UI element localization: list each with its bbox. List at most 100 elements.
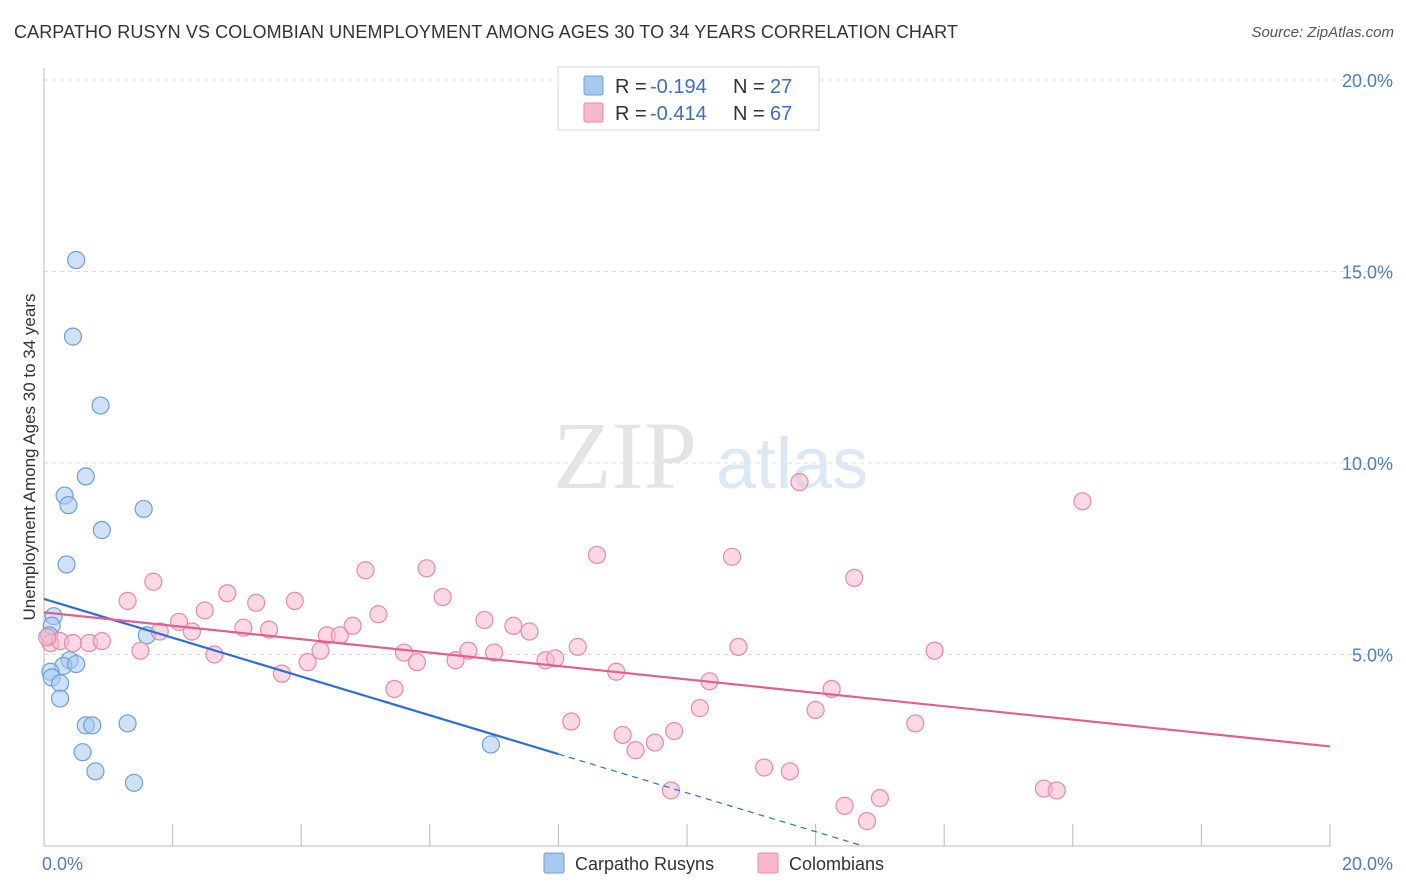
axes [43, 68, 1331, 847]
point-colombians-20 [311, 641, 330, 660]
gridlines [44, 79, 1394, 655]
point-colombians-7 [144, 572, 163, 591]
point-colombians-63 [1073, 492, 1092, 511]
point-carpatho-8 [57, 555, 76, 574]
point-colombians-36 [520, 622, 539, 641]
point-carpatho-19 [50, 689, 70, 708]
point-colombians-58 [845, 568, 864, 588]
point-carpatho-1 [63, 327, 83, 346]
legend-n-value-carpatho: 27 [770, 76, 792, 98]
point-colombians-62 [925, 641, 944, 660]
legend-swatch-carpatho [583, 75, 604, 96]
point-colombians-38 [546, 649, 565, 668]
point-colombians-34 [485, 643, 504, 662]
y-tick-label-2: 15.0% [1342, 263, 1393, 283]
series-legend-swatch-colombians [757, 852, 779, 874]
legend-n-label-colombians: N = [733, 103, 765, 125]
legend-swatch-colombians [583, 102, 604, 123]
legend-r-value-carpatho: -0.194 [650, 76, 707, 98]
point-colombians-59 [857, 812, 877, 831]
series-legend-swatch-carpatho [543, 852, 565, 874]
point-colombians-48 [690, 699, 709, 718]
point-colombians-24 [356, 561, 375, 580]
point-carpatho-5 [59, 496, 78, 515]
point-colombians-66 [38, 628, 57, 647]
point-carpatho-18 [50, 674, 70, 693]
point-colombians-54 [790, 473, 809, 492]
series-legend-label-colombians: Colombians [789, 854, 884, 874]
point-colombians-65 [1047, 781, 1066, 800]
point-colombians-13 [218, 584, 237, 603]
point-colombians-53 [780, 762, 799, 781]
point-colombians-45 [645, 733, 664, 752]
point-carpatho-2 [91, 396, 110, 415]
point-colombians-55 [806, 700, 825, 720]
point-colombians-11 [195, 601, 214, 620]
point-colombians-15 [247, 593, 266, 612]
point-colombians-27 [394, 643, 414, 662]
x-tick-labels: 0.0% 20.0% [42, 854, 1393, 874]
point-carpatho-24 [86, 762, 105, 781]
point-carpatho-23 [73, 743, 92, 762]
trend-line-colombians [43, 611, 1331, 748]
point-colombians-4 [92, 631, 111, 651]
x-tick-label-0: 0.0% [42, 854, 83, 874]
point-colombians-26 [385, 679, 404, 699]
point-colombians-10 [182, 622, 201, 641]
series-legend-label-carpatho: Carpatho Rusyns [575, 854, 714, 874]
y-tick-label-1: 10.0% [1342, 454, 1393, 474]
y-tick-label-0: 5.0% [1352, 646, 1393, 666]
stats-legend: R = -0.194 N = 27 R = -0.414 N = 67 [557, 66, 820, 131]
point-carpatho-6 [92, 520, 111, 540]
point-colombians-17 [272, 664, 292, 683]
legend-n-value-colombians: 67 [770, 103, 792, 125]
point-colombians-35 [504, 616, 523, 635]
point-colombians-33 [475, 610, 494, 630]
watermark: ZIP atlas [553, 402, 868, 509]
point-colombians-12 [205, 645, 224, 664]
data-points [38, 250, 1092, 831]
point-carpatho-25 [124, 773, 144, 792]
watermark-atlas: atlas [716, 424, 868, 504]
x-tick-label-1: 20.0% [1342, 854, 1393, 874]
point-carpatho-7 [134, 499, 153, 519]
point-colombians-28 [407, 653, 427, 672]
y-tick-labels: 5.0% 10.0% 15.0% 20.0% [1342, 71, 1393, 666]
point-colombians-50 [722, 547, 742, 566]
point-colombians-29 [417, 559, 436, 578]
legend-r-label-colombians: R = [615, 103, 647, 125]
point-carpatho-15 [67, 654, 86, 674]
point-colombians-43 [613, 725, 632, 745]
watermark-zip: ZIP [553, 402, 697, 509]
point-colombians-46 [661, 781, 681, 800]
point-colombians-52 [755, 758, 774, 777]
y-axis-label: Unemployment Among Ages 30 to 34 years [20, 294, 39, 621]
point-colombians-6 [131, 641, 150, 660]
point-carpatho-26 [481, 735, 500, 754]
point-colombians-44 [626, 741, 645, 760]
legend-r-value-colombians: -0.414 [650, 103, 707, 125]
point-colombians-57 [835, 796, 854, 815]
point-carpatho-0 [67, 250, 86, 270]
point-carpatho-3 [76, 467, 95, 486]
point-colombians-40 [568, 637, 587, 656]
point-colombians-2 [63, 633, 83, 653]
point-colombians-60 [870, 789, 890, 808]
trend-line-carpatho [43, 597, 559, 756]
y-tick-label-3: 20.0% [1342, 71, 1393, 91]
point-colombians-25 [369, 605, 388, 624]
trend-line-extension-carpatho [558, 753, 861, 846]
point-colombians-19 [298, 653, 317, 672]
point-colombians-18 [285, 591, 304, 610]
legend-r-label-carpatho: R = [615, 76, 647, 98]
point-carpatho-21 [83, 716, 102, 735]
trend-lines [43, 597, 1331, 846]
point-colombians-51 [729, 637, 748, 656]
source-credit: Source: ZipAtlas.com [1251, 24, 1394, 41]
point-colombians-23 [343, 616, 362, 635]
legend-n-label-carpatho: N = [733, 76, 765, 98]
point-colombians-32 [459, 641, 478, 660]
point-colombians-41 [587, 545, 607, 565]
point-colombians-30 [433, 587, 452, 607]
